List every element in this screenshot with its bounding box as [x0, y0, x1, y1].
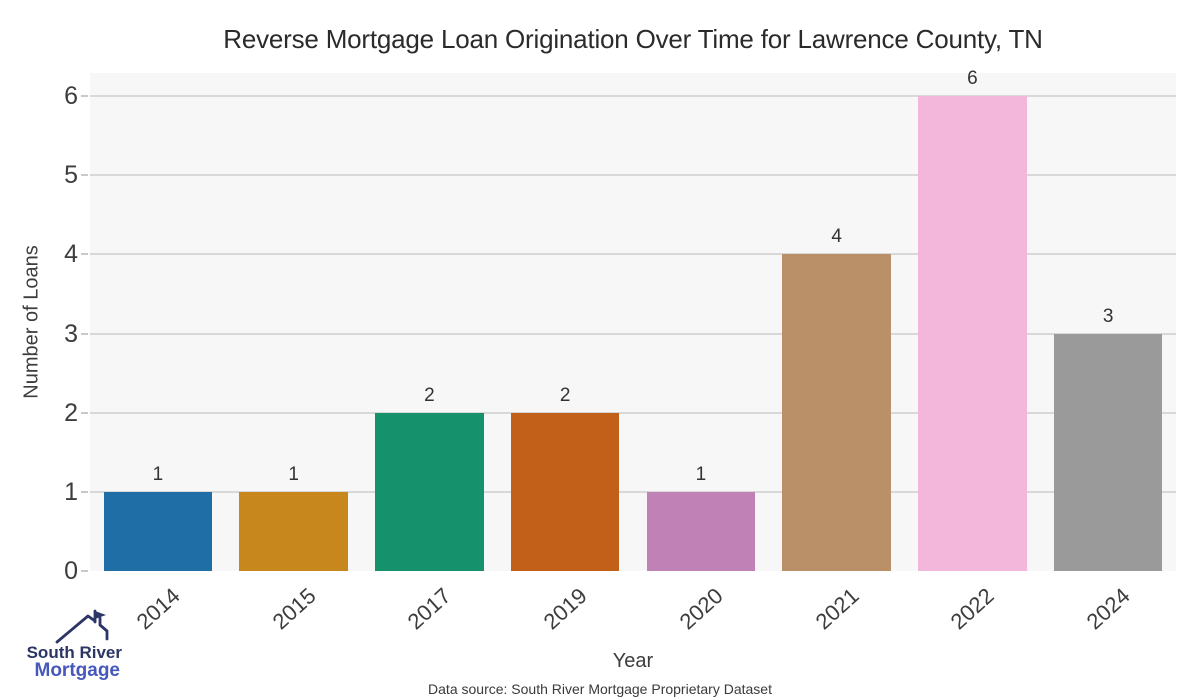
y-tick-mark [81, 174, 88, 177]
bar-value-label: 2 [424, 384, 435, 406]
gridline-y-2 [90, 411, 1176, 414]
y-tick-mark [81, 570, 88, 572]
y-tick-mark [81, 95, 88, 97]
y-tick-mark [81, 490, 88, 493]
gridline-y-6 [90, 95, 1176, 97]
gridline-y-3 [90, 332, 1176, 335]
x-tick-label: 2020 [674, 583, 728, 635]
y-tick-label: 5 [64, 161, 78, 190]
bar-2014 [103, 491, 213, 571]
bar-value-label: 6 [967, 68, 978, 89]
bar-value-label: 1 [695, 463, 707, 485]
bar-2017 [375, 412, 484, 571]
bar-2020 [646, 491, 756, 571]
gridline-y-4 [90, 253, 1176, 256]
bar-2015 [239, 491, 348, 571]
bar-value-label: 3 [1102, 305, 1114, 327]
y-tick-label: 0 [64, 557, 78, 585]
bar-2022 [918, 96, 1027, 571]
x-tick-label: 2022 [946, 583, 1000, 635]
x-tick-label: 2014 [131, 583, 185, 635]
y-tick-mark [81, 253, 88, 256]
y-tick-label: 1 [64, 477, 78, 506]
x-tick-label: 2017 [403, 583, 457, 635]
gridline-y-5 [90, 174, 1176, 177]
y-tick-label: 2 [64, 398, 78, 427]
y-tick-label: 6 [64, 82, 78, 110]
y-tick-mark [81, 332, 88, 335]
bar-2021 [782, 254, 891, 571]
company-logo: South River Mortgage [12, 606, 122, 686]
y-tick-mark [81, 411, 88, 414]
x-tick-label: 2019 [538, 583, 592, 635]
x-tick-label: 2024 [1081, 583, 1135, 635]
y-tick-label: 3 [64, 319, 78, 348]
plot-area: 1 1 2 2 1 4 6 3 [90, 68, 1176, 571]
x-tick-label: 2015 [267, 583, 321, 635]
logo-text-line2: Mortgage [34, 660, 121, 681]
bar-2019 [510, 412, 620, 571]
x-tick-label: 2021 [810, 583, 864, 635]
chart-title: Reverse Mortgage Loan Origination Over T… [223, 24, 1043, 54]
bar-value-label: 2 [559, 384, 571, 406]
gridline-y-1 [90, 490, 1176, 493]
bar-value-label: 4 [831, 226, 842, 248]
data-source-note: Data source: South River Mortgage Propri… [428, 681, 772, 697]
logo-text-line1: South River [26, 643, 122, 662]
bar-value-label: 1 [288, 463, 299, 485]
y-tick-label: 4 [64, 240, 78, 269]
bar-2024 [1053, 333, 1163, 571]
bar-value-label: 1 [152, 463, 164, 485]
house-icon [55, 609, 109, 644]
x-axis-title: Year [612, 650, 654, 672]
